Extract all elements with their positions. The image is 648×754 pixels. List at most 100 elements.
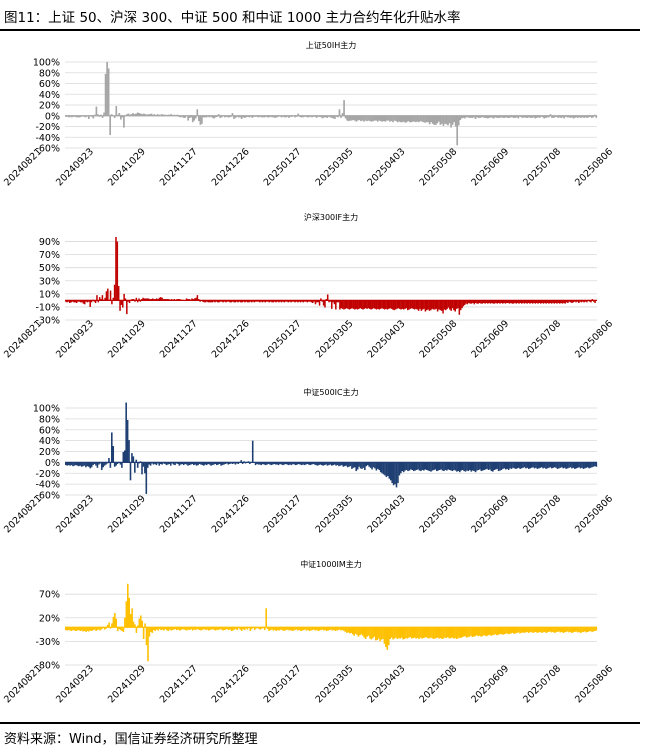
bar <box>69 300 71 303</box>
bar <box>572 300 575 303</box>
bar <box>529 300 531 304</box>
bar <box>481 462 484 471</box>
bar <box>435 627 438 639</box>
bar <box>412 462 415 472</box>
bar <box>391 462 393 484</box>
bar <box>363 300 366 309</box>
bar <box>515 115 518 118</box>
bar <box>525 300 527 303</box>
bar <box>144 114 147 116</box>
bar <box>356 462 359 470</box>
bar <box>198 462 201 465</box>
bar <box>183 627 185 630</box>
bar <box>308 627 311 631</box>
x-tick-label: 20250127 <box>262 493 304 535</box>
bar <box>407 462 409 472</box>
bar <box>95 106 98 116</box>
x-tick-label: 20250403 <box>366 493 408 535</box>
bar <box>115 106 118 116</box>
bar <box>223 115 226 118</box>
bar <box>295 300 298 302</box>
bar <box>460 627 462 639</box>
bar <box>444 115 446 124</box>
bar <box>488 300 490 303</box>
bar <box>440 300 443 311</box>
bar <box>585 462 588 468</box>
bar <box>173 299 176 301</box>
bar <box>438 115 440 122</box>
bar <box>133 114 136 116</box>
bar <box>134 300 136 302</box>
bar <box>211 300 214 303</box>
bar <box>151 627 154 633</box>
bar <box>92 462 94 466</box>
bar <box>281 627 283 631</box>
bar <box>187 627 190 630</box>
bar <box>127 113 130 116</box>
bar <box>500 115 503 118</box>
bar <box>403 627 406 640</box>
bar <box>473 462 475 472</box>
bar <box>271 300 273 303</box>
bar <box>66 300 68 303</box>
bar <box>564 300 566 304</box>
bar <box>586 627 589 632</box>
bar <box>142 297 144 301</box>
bar <box>529 627 531 633</box>
bar <box>104 73 107 116</box>
bar <box>298 300 300 302</box>
bar <box>143 298 146 301</box>
bar <box>560 300 562 303</box>
bar <box>217 462 219 465</box>
x-tick-label: 20241127 <box>158 146 200 188</box>
bar <box>370 627 373 640</box>
bar <box>185 298 188 301</box>
bar <box>294 300 296 303</box>
bar <box>290 300 292 303</box>
bar <box>496 115 498 118</box>
bar <box>474 462 477 473</box>
bar <box>275 115 278 118</box>
bar <box>196 295 199 301</box>
bar <box>112 297 115 301</box>
bar <box>402 462 405 473</box>
bar <box>188 462 191 466</box>
bar <box>584 115 587 118</box>
bar <box>377 627 380 639</box>
bar <box>108 622 110 628</box>
bar <box>141 114 144 116</box>
bar <box>222 627 224 631</box>
bar <box>558 627 560 632</box>
bar <box>337 115 339 118</box>
bar <box>280 300 283 303</box>
bar <box>469 300 471 304</box>
bar <box>454 462 457 471</box>
bar <box>528 115 530 118</box>
bar <box>492 300 495 304</box>
x-tick-label: 20240923 <box>54 146 96 188</box>
bar <box>193 298 196 301</box>
x-tick-label: 20250127 <box>262 146 304 188</box>
bar <box>465 115 468 118</box>
bar <box>149 114 151 116</box>
bar <box>421 627 423 639</box>
bar <box>348 462 350 467</box>
bar <box>394 300 397 310</box>
bar <box>423 627 426 638</box>
bar <box>194 627 197 631</box>
bar <box>161 114 163 116</box>
bar <box>413 627 416 638</box>
bar <box>498 627 501 635</box>
bar <box>451 462 454 472</box>
bar <box>341 462 343 466</box>
bar <box>227 627 230 631</box>
bar <box>456 115 459 146</box>
bar <box>395 115 397 122</box>
bar <box>507 300 509 303</box>
bar <box>344 300 347 309</box>
x-tick-label: 20250806 <box>573 146 615 188</box>
bar <box>574 115 576 118</box>
bar <box>266 462 268 465</box>
bar <box>206 300 208 302</box>
